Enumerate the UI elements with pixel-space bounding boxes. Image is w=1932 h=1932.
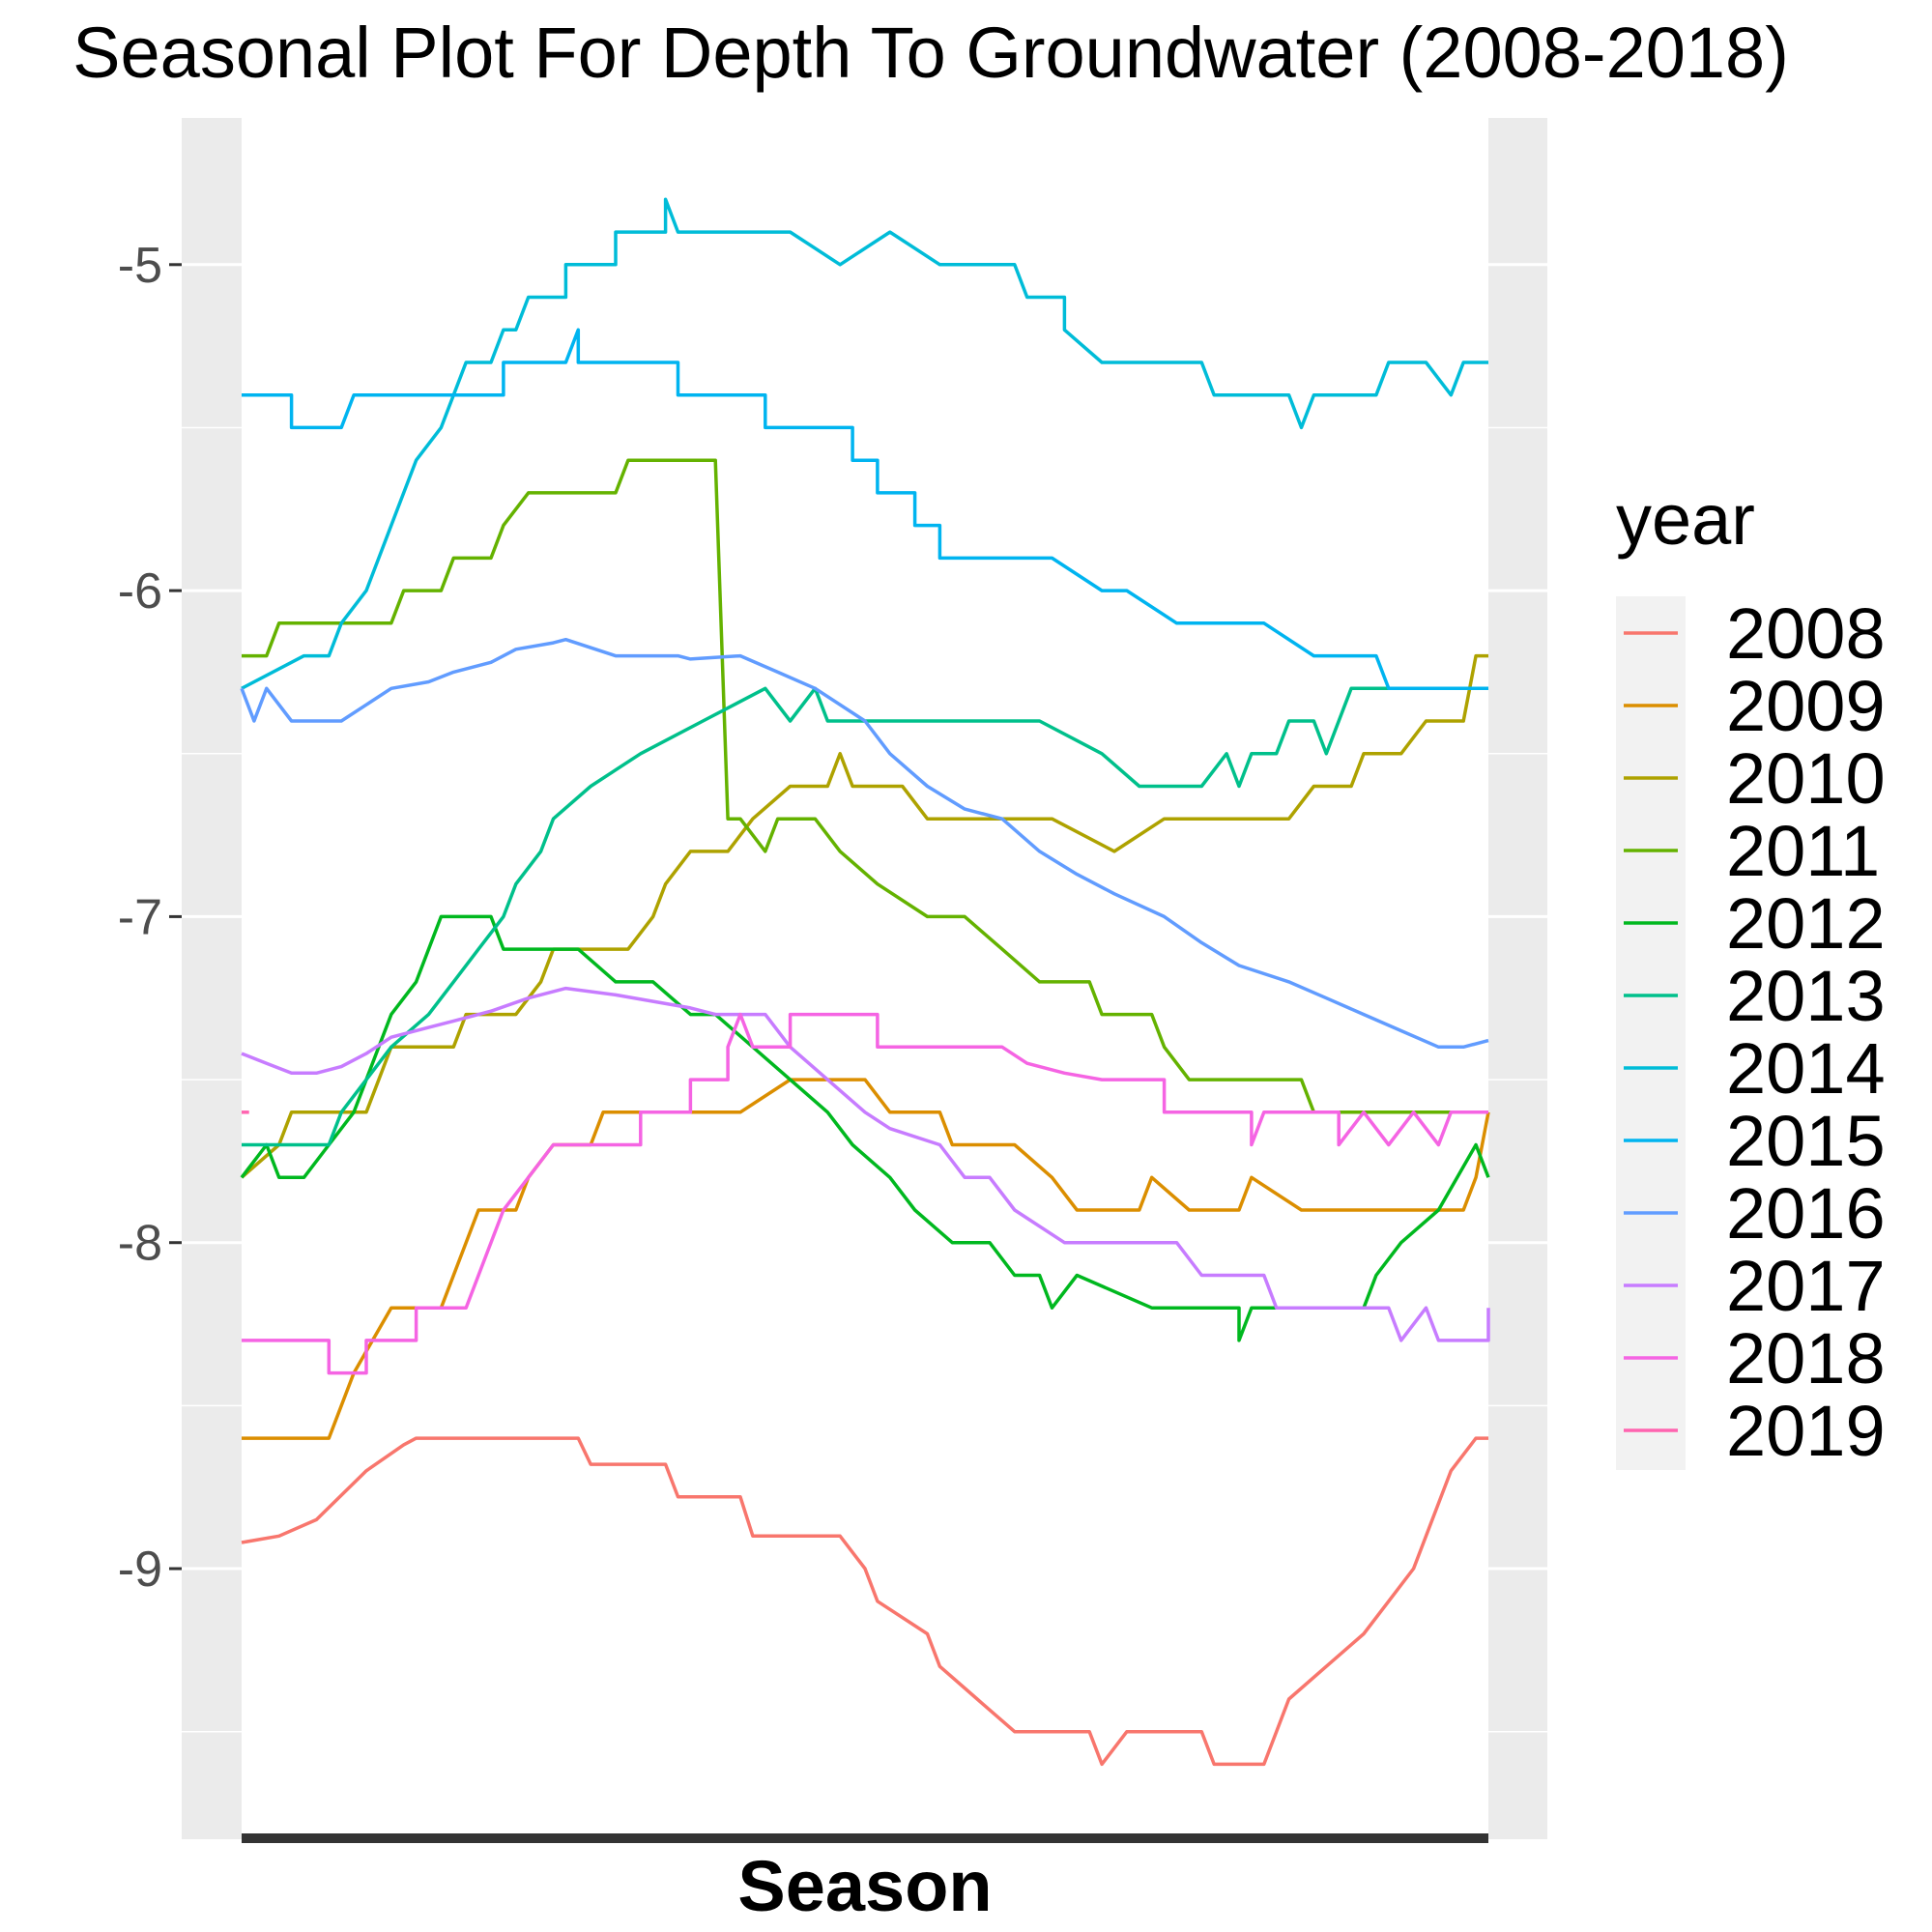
legend-label-2014: 2014 xyxy=(1726,1028,1886,1109)
legend-label-2018: 2018 xyxy=(1726,1318,1886,1399)
legend: year 20082009201020112012201320142015201… xyxy=(1616,479,1886,1471)
legend-label-2017: 2017 xyxy=(1726,1246,1886,1326)
legend-title: year xyxy=(1616,479,1755,560)
series-line-2018 xyxy=(242,1012,1488,1375)
x-axis-label: Season xyxy=(737,1846,992,1926)
chart-title: Seasonal Plot For Depth To Groundwater (… xyxy=(72,13,1789,93)
legend-label-2013: 2013 xyxy=(1726,956,1886,1036)
legend-label-2016: 2016 xyxy=(1726,1173,1886,1254)
plot-data-area xyxy=(242,118,1488,1839)
legend-label-2012: 2012 xyxy=(1726,883,1886,964)
legend-label-2011: 2011 xyxy=(1726,811,1880,891)
series-line-2015 xyxy=(242,328,1488,691)
series-line-2014 xyxy=(241,197,1488,690)
x-axis-bar xyxy=(242,1833,1488,1843)
legend-label-2009: 2009 xyxy=(1726,666,1886,746)
series-line-2017 xyxy=(241,986,1490,1342)
legend-label-2019: 2019 xyxy=(1726,1391,1886,1471)
legend-key-background xyxy=(1616,596,1686,1470)
y-axis-ticks: -5 -6 -7 -8 -9 xyxy=(118,238,182,1598)
series-lines xyxy=(240,197,1490,1767)
legend-label-2015: 2015 xyxy=(1726,1101,1886,1181)
series-line-2013 xyxy=(242,686,1488,1147)
legend-label-2008: 2008 xyxy=(1726,593,1886,674)
series-line-2011 xyxy=(242,458,1488,1114)
y-tick-label: -9 xyxy=(118,1542,162,1598)
y-tick-label: -7 xyxy=(118,889,162,945)
legend-label-2010: 2010 xyxy=(1726,738,1886,819)
y-tick-label: -5 xyxy=(118,238,162,294)
y-tick-label: -6 xyxy=(118,563,162,620)
series-line-2012 xyxy=(240,914,1490,1342)
y-tick-label: -8 xyxy=(118,1216,162,1272)
series-line-2008 xyxy=(241,1436,1488,1767)
series-line-2016 xyxy=(240,637,1489,1050)
series-line-2010 xyxy=(240,653,1488,1179)
